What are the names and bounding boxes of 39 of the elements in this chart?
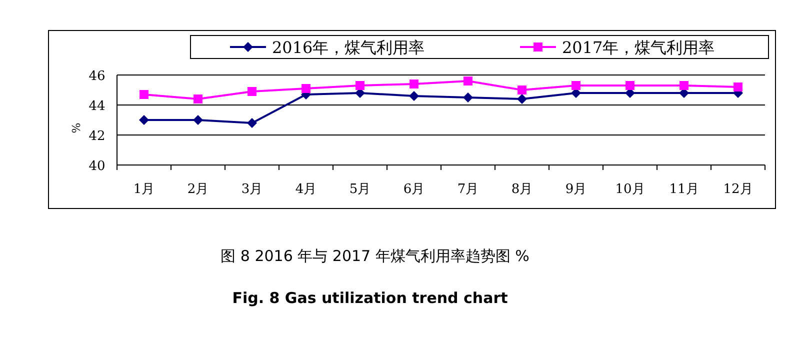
point	[302, 84, 310, 93]
point	[518, 86, 526, 94]
text: Fig. 8 Gas utilization trend chart	[232, 289, 508, 307]
x-tick-label: 6月	[403, 182, 425, 197]
x-tick-label: 12月	[723, 182, 753, 197]
point	[193, 115, 203, 125]
y-tick-label: 42	[88, 129, 106, 144]
legend-label: 2016年，煤气利用率	[272, 38, 425, 57]
point	[139, 115, 149, 125]
y-axis-title: %	[69, 122, 82, 134]
legend-label: 2017年，煤气利用率	[562, 38, 715, 57]
point	[680, 81, 688, 90]
x-tick-label: 8月	[511, 182, 533, 197]
x-tick-label: 5月	[349, 182, 371, 197]
x-tick-label: 11月	[669, 182, 699, 197]
point	[194, 94, 202, 104]
point	[734, 82, 742, 92]
point	[247, 118, 257, 128]
point	[626, 81, 634, 90]
point	[356, 81, 364, 90]
point	[409, 91, 419, 101]
x-tick-label: 9月	[565, 182, 587, 197]
x-tick-label: 10月	[615, 182, 645, 197]
y-tick-label: 44	[88, 99, 106, 114]
point	[464, 76, 472, 86]
x-tick-label: 1月	[133, 182, 155, 197]
point	[572, 81, 580, 90]
x-tick-label: 3月	[241, 182, 263, 197]
y-tick-label: 40	[88, 159, 106, 174]
y-tick-label: 46	[88, 69, 106, 84]
point	[517, 94, 527, 104]
point	[140, 90, 148, 99]
x-tick-label: 7月	[457, 182, 479, 197]
x-tick-label: 2月	[187, 182, 209, 197]
point	[248, 87, 256, 96]
point	[463, 92, 473, 102]
point	[410, 80, 418, 88]
text: 图 8 2016 年与 2017 年煤气利用率趋势图 %	[220, 247, 530, 265]
x-tick-label: 4月	[295, 182, 317, 197]
